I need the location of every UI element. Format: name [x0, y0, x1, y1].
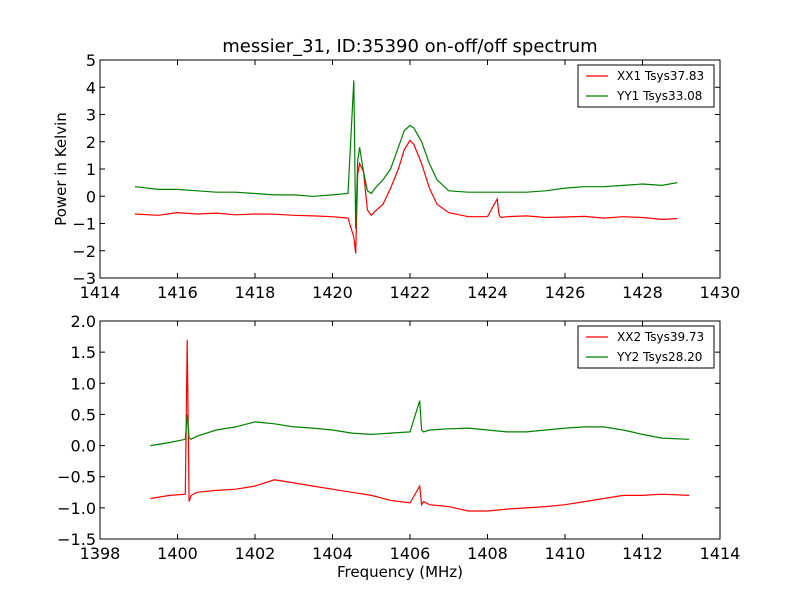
x-tick-label: 1424: [467, 283, 508, 302]
x-axis-label: Frequency (MHz): [337, 563, 463, 581]
top-panel: 1414 1416 1418 1420 1422 1424 1426 1428 1430−3−2…: [52, 51, 740, 302]
y-tick-label: −1.0: [57, 499, 96, 518]
x-tick-label: 1402: [235, 544, 276, 563]
series-line-xx2-tsys39-73: [150, 339, 690, 512]
x-tick-label: 1400: [157, 544, 198, 563]
y-tick-label: −1: [72, 215, 96, 234]
x-tick-label: 1410: [545, 544, 586, 563]
x-tick-label: 1418: [235, 283, 276, 302]
y-tick-label: −2: [72, 242, 96, 261]
x-tick-label: 1428: [622, 283, 663, 302]
x-tick-label: 1408: [467, 544, 508, 563]
x-tick-label: 1426: [545, 283, 586, 302]
y-axis-label: Power in Kelvin: [52, 112, 70, 226]
legend-box: [577, 64, 715, 108]
x-tick-label: 1422: [390, 283, 431, 302]
y-tick-label: 2.0: [71, 312, 96, 331]
x-tick-label: 1414: [80, 283, 121, 302]
legend: XX2 Tsys39.73 YY2 Tsys28.20: [577, 325, 715, 369]
x-tick-label: 1414: [700, 544, 741, 563]
x-tick-label: 1416: [157, 283, 198, 302]
y-tick-label: 1.5: [71, 343, 96, 362]
y-tick-label: 1: [86, 160, 96, 179]
y-tick-label: 0: [86, 187, 96, 206]
legend-label: YY2 Tsys28.20: [616, 350, 702, 364]
legend-box: [577, 325, 715, 369]
legend-label: XX2 Tsys39.73: [617, 330, 704, 344]
x-tick-label: 1412: [622, 544, 663, 563]
bottom-panel: 1398 1400 1402 1404 1406 1408 1410 1412 1414 −1.5…: [57, 312, 740, 581]
series-line-yy1-tsys33-08: [134, 80, 678, 229]
x-tick-label: 1404: [312, 544, 353, 563]
x-tick-label: 1420: [312, 283, 353, 302]
legend: XX1 Tsys37.83 YY1 Tsys33.08: [577, 64, 715, 108]
legend-label: XX1 Tsys37.83: [617, 69, 704, 83]
legend-label: YY1 Tsys33.08: [616, 89, 702, 103]
x-tick-label: 1406: [390, 544, 431, 563]
y-tick-label: 3: [86, 106, 96, 125]
y-tick-label: 2: [86, 133, 96, 152]
chart-title: messier_31, ID:35390 on-off/off spectrum: [222, 36, 597, 57]
x-tick-label: 1398: [80, 544, 121, 563]
y-tick-label: 0.0: [71, 437, 96, 456]
y-tick-label: 5: [86, 51, 96, 70]
series-line-xx1-tsys37-83: [134, 139, 678, 254]
series-line-yy2-tsys28-20: [150, 400, 690, 447]
y-tick-label: 4: [86, 78, 96, 97]
y-tick-label: 0.5: [71, 405, 96, 424]
y-tick-label: −3: [72, 269, 96, 288]
y-tick-label: −1.5: [57, 530, 96, 549]
x-tick-label: 1430: [700, 283, 741, 302]
y-tick-label: −0.5: [57, 468, 96, 487]
y-tick-label: 1.0: [71, 374, 96, 393]
